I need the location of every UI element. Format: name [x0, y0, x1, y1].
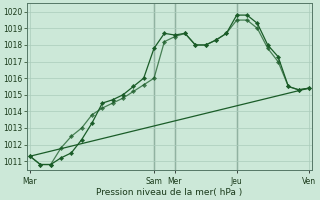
X-axis label: Pression niveau de la mer( hPa ): Pression niveau de la mer( hPa ): [96, 188, 243, 197]
